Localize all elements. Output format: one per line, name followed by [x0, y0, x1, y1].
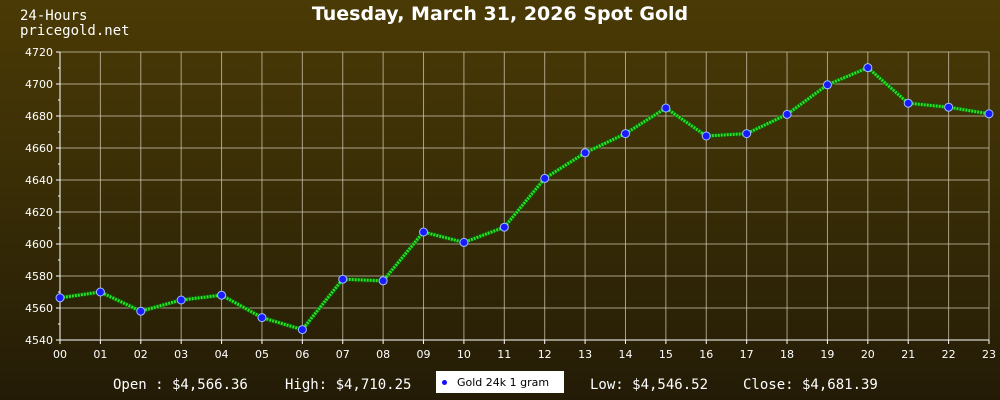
data-point	[742, 129, 752, 139]
close-price: Close: $4,681.39	[743, 377, 878, 393]
data-point	[661, 103, 671, 113]
x-tick-label: 10	[457, 348, 471, 361]
x-tick-label: 12	[538, 348, 552, 361]
x-tick-label: 06	[295, 348, 309, 361]
x-tick-label: 20	[861, 348, 875, 361]
data-point	[944, 102, 954, 112]
x-tick-label: 00	[53, 348, 67, 361]
data-point	[499, 222, 509, 232]
x-tick-label: 11	[497, 348, 511, 361]
y-tick-label: 4700	[25, 78, 53, 91]
legend-marker-icon	[442, 379, 447, 385]
data-point	[822, 80, 832, 90]
data-point	[580, 148, 590, 158]
y-tick-label: 4560	[25, 302, 53, 315]
y-tick-label: 4660	[25, 142, 53, 155]
data-point	[136, 306, 146, 316]
y-tick-label: 4720	[25, 46, 53, 59]
data-point	[217, 290, 227, 300]
x-tick-label: 13	[578, 348, 592, 361]
x-tick-label: 22	[942, 348, 956, 361]
x-tick-label: 08	[376, 348, 390, 361]
data-point	[95, 287, 105, 297]
low-price: Low: $4,546.52	[590, 377, 709, 393]
data-point	[620, 129, 630, 139]
period-label: 24-Hours	[20, 8, 88, 24]
data-point	[459, 237, 469, 247]
data-point	[378, 276, 388, 286]
data-point	[782, 109, 792, 119]
data-point	[257, 313, 267, 323]
x-tick-label: 02	[134, 348, 148, 361]
x-tick-label: 16	[699, 348, 713, 361]
data-point	[540, 173, 550, 183]
y-tick-label: 4620	[25, 206, 53, 219]
x-tick-label: 01	[93, 348, 107, 361]
x-tick-label: 14	[618, 348, 632, 361]
x-tick-label: 17	[740, 348, 754, 361]
data-point	[863, 63, 873, 73]
data-point	[297, 325, 307, 335]
chart-corner-label: 24-Hours pricegold.net	[20, 9, 130, 39]
chart-legend: Gold 24k 1 gram	[436, 371, 564, 393]
x-tick-label: 18	[780, 348, 794, 361]
x-tick-label: 21	[901, 348, 915, 361]
data-point	[701, 131, 711, 141]
legend-series-label: Gold 24k 1 gram	[457, 375, 550, 389]
x-tick-label: 04	[215, 348, 229, 361]
y-tick-label: 4680	[25, 110, 53, 123]
x-tick-label: 19	[820, 348, 834, 361]
data-point	[176, 295, 186, 305]
data-point	[55, 293, 65, 303]
y-tick-label: 4540	[25, 334, 53, 347]
x-tick-label: 09	[417, 348, 431, 361]
x-tick-label: 07	[336, 348, 350, 361]
chart-title: Tuesday, March 31, 2026 Spot Gold	[311, 3, 689, 25]
source-label: pricegold.net	[20, 23, 130, 39]
high-price: High: $4,710.25	[285, 377, 412, 393]
open-price: Open : $4,566.36	[113, 377, 248, 393]
series-line	[59, 66, 990, 332]
series-line-shadow	[57, 65, 992, 333]
y-tick-label: 4600	[25, 238, 53, 251]
x-tick-label: 05	[255, 348, 269, 361]
data-point	[903, 98, 913, 108]
data-point	[419, 227, 429, 237]
x-tick-label: 23	[982, 348, 996, 361]
x-tick-label: 03	[174, 348, 188, 361]
x-tick-label: 15	[659, 348, 673, 361]
data-point	[984, 109, 994, 119]
y-tick-label: 4580	[25, 270, 53, 283]
data-point	[338, 274, 348, 284]
y-tick-label: 4640	[25, 174, 53, 187]
